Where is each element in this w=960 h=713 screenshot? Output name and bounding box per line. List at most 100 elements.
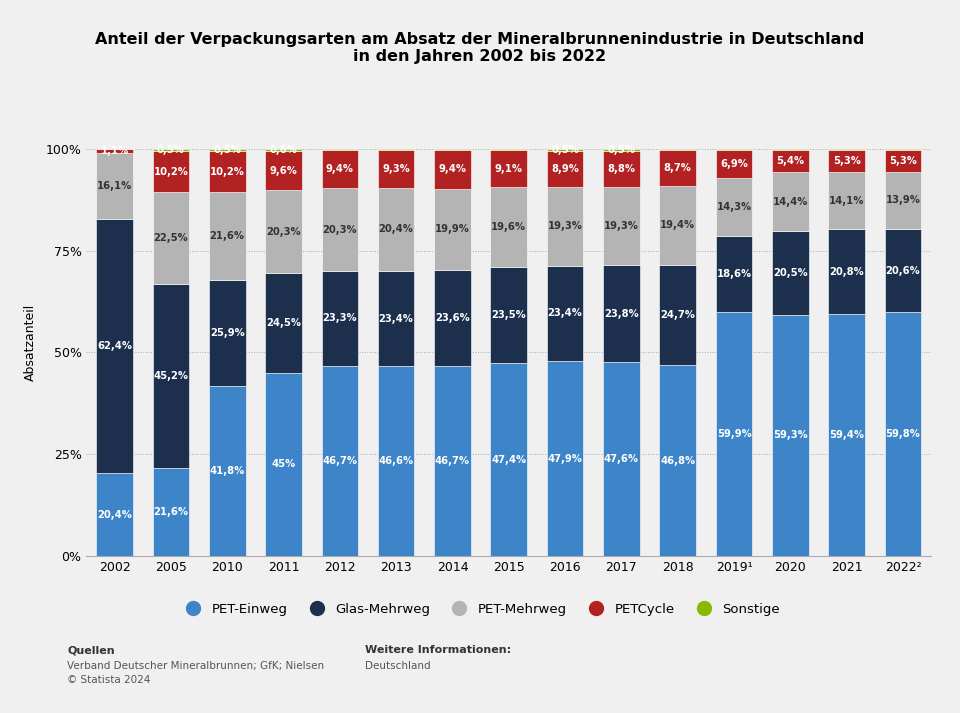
Bar [153, 284, 189, 468]
Text: 20,8%: 20,8% [829, 267, 864, 277]
Text: 20,4%: 20,4% [379, 225, 414, 235]
Bar [828, 149, 865, 150]
Bar [153, 193, 189, 284]
Text: 19,3%: 19,3% [604, 221, 638, 231]
Bar [378, 188, 415, 271]
Bar [153, 150, 189, 193]
Bar [209, 280, 246, 386]
Bar [491, 363, 527, 556]
Bar [322, 271, 358, 366]
Text: 8,9%: 8,9% [551, 164, 579, 174]
Text: 0,5%: 0,5% [608, 145, 636, 155]
Bar [547, 266, 584, 361]
Text: 47,4%: 47,4% [492, 455, 526, 465]
Bar [660, 366, 696, 556]
Bar [772, 173, 808, 231]
Bar [209, 386, 246, 556]
Bar [716, 312, 753, 556]
Text: 13,9%: 13,9% [886, 195, 921, 205]
Text: 5,3%: 5,3% [889, 156, 917, 166]
Text: 18,6%: 18,6% [716, 270, 752, 279]
Text: 19,9%: 19,9% [435, 224, 469, 234]
Bar [491, 150, 527, 188]
Bar [885, 172, 922, 229]
Bar [716, 178, 753, 236]
Bar [434, 150, 470, 189]
Text: 23,3%: 23,3% [323, 314, 357, 324]
Bar [885, 149, 922, 150]
Text: Anteil der Verpackungsarten am Absatz der Mineralbrunnenindustrie in Deutschland: Anteil der Verpackungsarten am Absatz de… [95, 32, 865, 64]
Bar [96, 153, 132, 219]
Text: 41,8%: 41,8% [209, 466, 245, 476]
Bar [378, 271, 415, 366]
Text: 45%: 45% [272, 459, 296, 469]
Bar [828, 150, 865, 172]
Bar [547, 361, 584, 556]
Text: 23,4%: 23,4% [548, 308, 583, 318]
Bar [885, 229, 922, 312]
Bar [660, 265, 696, 366]
Bar [660, 149, 696, 150]
Bar [828, 314, 865, 556]
Text: 8,8%: 8,8% [608, 164, 636, 174]
Bar [603, 150, 639, 187]
Text: Weitere Informationen:: Weitere Informationen: [365, 645, 511, 655]
Bar [547, 150, 584, 187]
Text: 47,6%: 47,6% [604, 454, 639, 464]
Bar [265, 149, 301, 151]
Bar [603, 149, 639, 150]
Bar [603, 265, 639, 362]
Bar [265, 373, 301, 556]
Text: 6,9%: 6,9% [720, 159, 748, 169]
Legend: PET-Einweg, Glas-Mehrweg, PET-Mehrweg, PETCycle, Sonstige: PET-Einweg, Glas-Mehrweg, PET-Mehrweg, P… [175, 597, 785, 622]
Bar [96, 149, 132, 153]
Text: 9,3%: 9,3% [382, 164, 410, 174]
Text: 59,8%: 59,8% [886, 429, 921, 439]
Bar [603, 187, 639, 265]
Text: 20,3%: 20,3% [266, 227, 300, 237]
Text: 10,2%: 10,2% [210, 167, 245, 177]
Bar [434, 189, 470, 270]
Bar [772, 149, 808, 150]
Text: 46,7%: 46,7% [323, 456, 357, 466]
Text: 45,2%: 45,2% [154, 371, 188, 381]
Text: 20,4%: 20,4% [97, 510, 132, 520]
Bar [378, 150, 415, 188]
Bar [547, 187, 584, 266]
Text: 23,4%: 23,4% [379, 314, 414, 324]
Text: Deutschland: Deutschland [365, 661, 430, 671]
Bar [434, 366, 470, 556]
Text: 22,5%: 22,5% [154, 233, 188, 243]
Bar [772, 150, 808, 173]
Bar [828, 230, 865, 314]
Bar [603, 362, 639, 556]
Text: 5,3%: 5,3% [832, 156, 861, 166]
Text: 21,6%: 21,6% [209, 231, 245, 241]
Bar [378, 149, 415, 150]
Bar [322, 366, 358, 556]
Bar [491, 267, 527, 363]
Bar [96, 219, 132, 473]
Bar [434, 270, 470, 366]
Text: 9,4%: 9,4% [439, 165, 467, 175]
Bar [434, 149, 470, 150]
Text: 24,5%: 24,5% [266, 318, 301, 328]
Bar [491, 149, 527, 150]
Text: 8,7%: 8,7% [663, 163, 692, 173]
Text: 14,4%: 14,4% [773, 197, 808, 207]
Text: 20,5%: 20,5% [773, 268, 807, 278]
Text: 0,5%: 0,5% [551, 145, 579, 155]
Y-axis label: Absatzanteil: Absatzanteil [24, 304, 37, 381]
Bar [716, 236, 753, 312]
Bar [209, 193, 246, 280]
Text: 19,4%: 19,4% [660, 220, 695, 230]
Text: 46,7%: 46,7% [435, 456, 470, 466]
Text: 46,6%: 46,6% [378, 456, 414, 466]
Text: 14,3%: 14,3% [716, 202, 752, 212]
Text: 23,6%: 23,6% [435, 313, 469, 323]
Text: 9,4%: 9,4% [325, 164, 354, 174]
Bar [660, 150, 696, 186]
Bar [209, 149, 246, 150]
Text: 23,5%: 23,5% [492, 310, 526, 320]
Bar [828, 172, 865, 230]
